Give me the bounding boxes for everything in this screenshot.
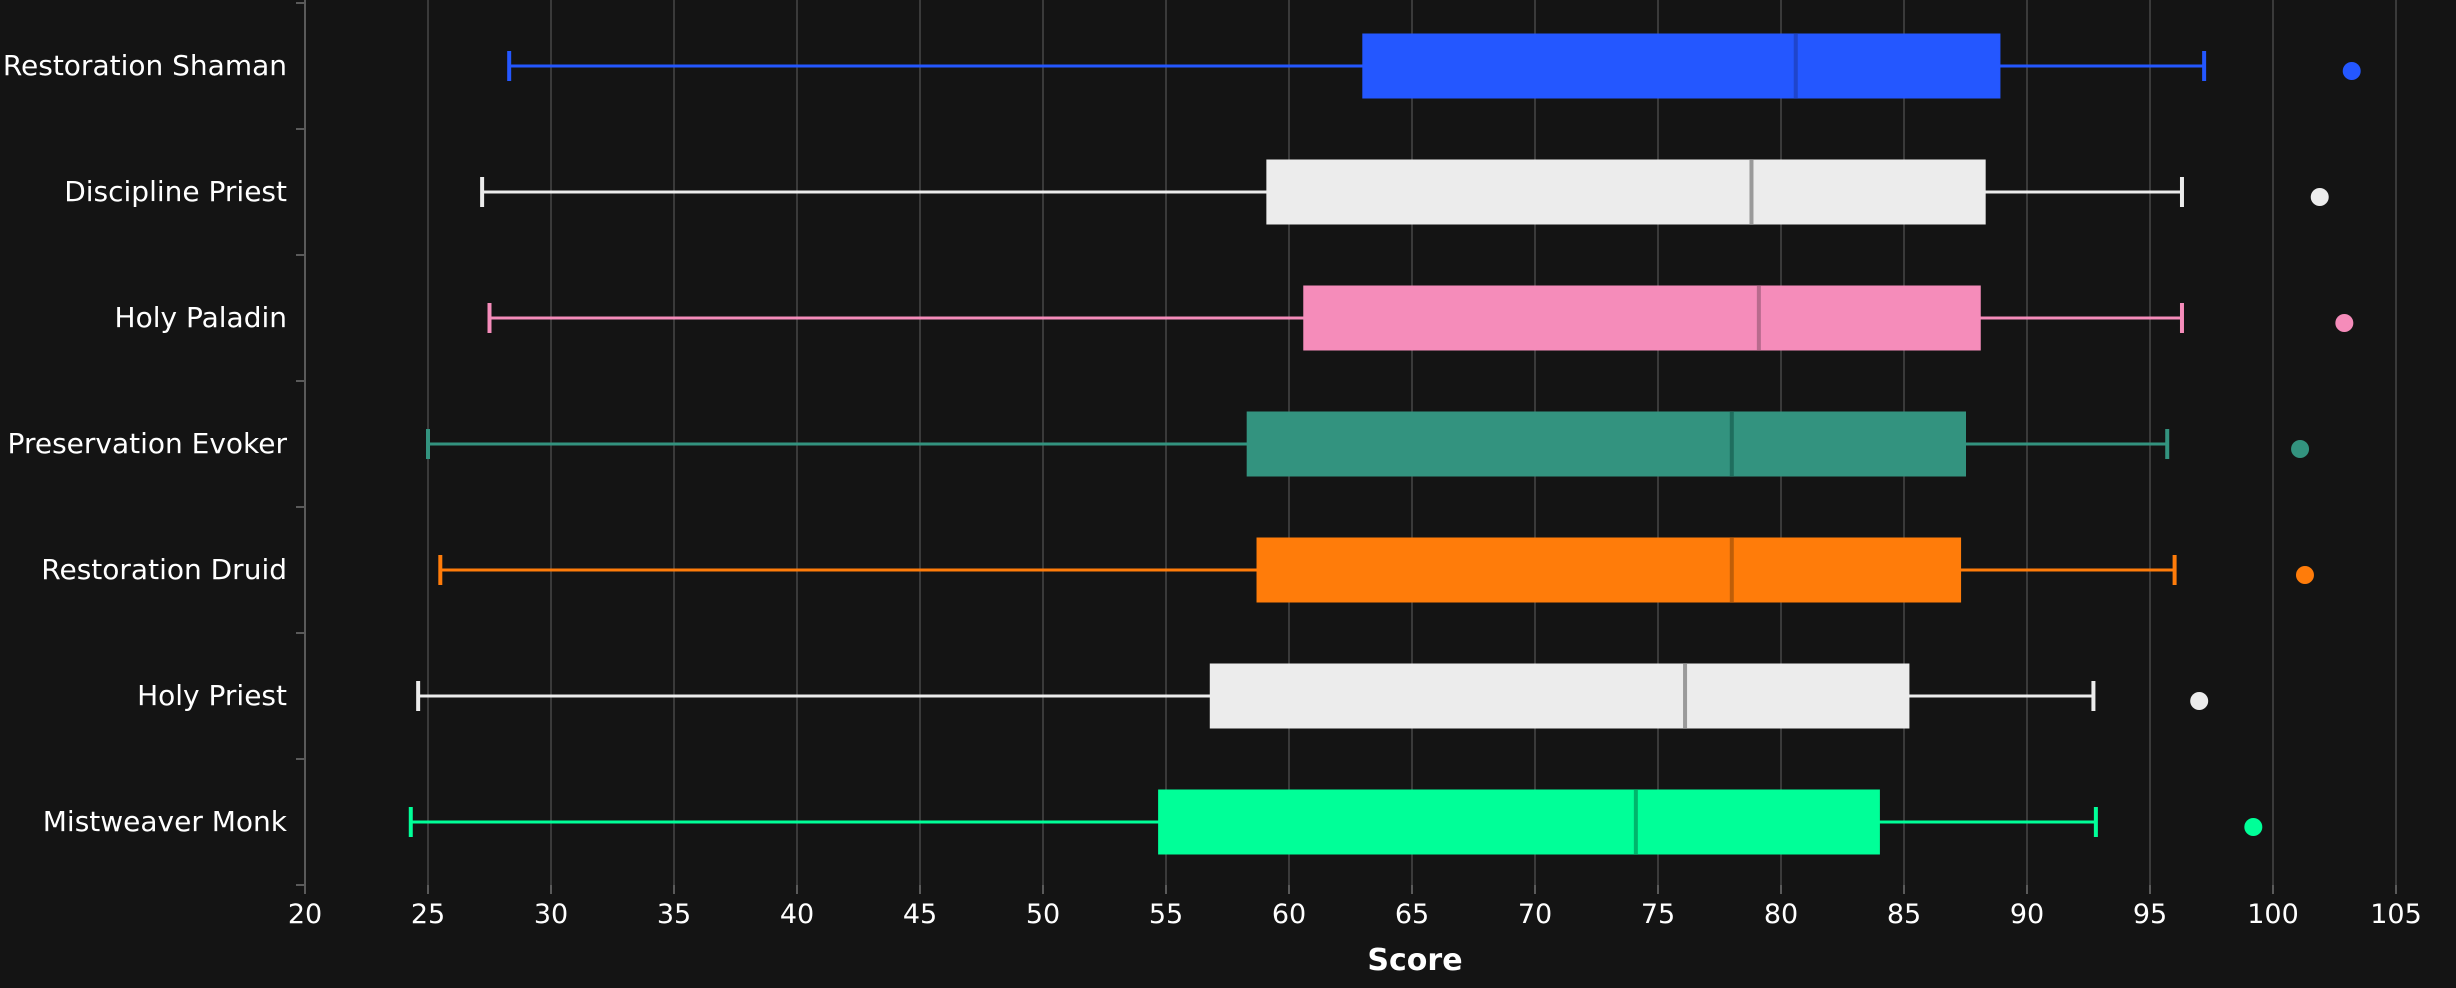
iqr-box — [1158, 789, 1880, 855]
category-label: Holy Paladin — [115, 301, 287, 334]
category-label: Holy Priest — [137, 679, 287, 712]
iqr-box — [1256, 537, 1962, 603]
box-group — [507, 33, 2361, 99]
iqr-box — [1303, 285, 1981, 351]
box-group — [416, 663, 2209, 729]
x-tick-label: 40 — [780, 899, 814, 930]
box-group — [408, 789, 2263, 855]
x-tick-label: 35 — [657, 899, 691, 930]
x-tick-label: 100 — [2247, 899, 2299, 930]
x-tick-label: 45 — [903, 899, 937, 930]
category-label: Restoration Shaman — [3, 49, 287, 82]
category-label: Preservation Evoker — [8, 427, 288, 460]
category-label: Discipline Priest — [64, 175, 287, 208]
x-tick-label: 50 — [1026, 899, 1060, 930]
x-tick-label: 20 — [288, 899, 322, 930]
x-tick-label: 80 — [1764, 899, 1798, 930]
x-tick-label: 55 — [1149, 899, 1183, 930]
x-tick-label: 30 — [534, 899, 568, 930]
outlier-point — [2342, 62, 2361, 80]
iqr-box — [1246, 411, 1967, 477]
outlier-point — [2295, 566, 2314, 584]
category-label: Mistweaver Monk — [43, 805, 288, 838]
box-series — [408, 33, 2361, 855]
outlier-point — [2335, 314, 2354, 332]
box-group — [480, 159, 2329, 225]
iqr-box — [1266, 159, 1986, 225]
x-tick-label: 70 — [1518, 899, 1552, 930]
x-tick-label: 65 — [1395, 899, 1429, 930]
box-group — [438, 537, 2314, 603]
category-label: Restoration Druid — [41, 553, 287, 586]
x-tick-label: 95 — [2133, 899, 2167, 930]
category-labels: Restoration Shaman Discipline Priest Holy … — [3, 49, 288, 838]
x-tick-label: 90 — [2010, 899, 2044, 930]
x-tick-label: 60 — [1272, 899, 1306, 930]
iqr-box — [1362, 33, 2001, 99]
iqr-box — [1209, 663, 1910, 729]
x-tick-label: 75 — [1641, 899, 1675, 930]
outlier-point — [2310, 188, 2329, 206]
box-group — [426, 411, 2310, 477]
axes: 20 25 30 35 40 45 50 55 60 65 70 75 80 85 90 95 100 105 — [288, 0, 2422, 930]
x-tick-label: 85 — [1887, 899, 1921, 930]
x-axis-title: Score — [1367, 943, 1462, 978]
box-group — [487, 285, 2354, 351]
outlier-point — [2190, 692, 2209, 710]
x-tick-label: 105 — [2370, 899, 2422, 930]
outlier-point — [2291, 440, 2310, 458]
x-tick-label: 25 — [411, 899, 445, 930]
outlier-point — [2244, 818, 2263, 836]
